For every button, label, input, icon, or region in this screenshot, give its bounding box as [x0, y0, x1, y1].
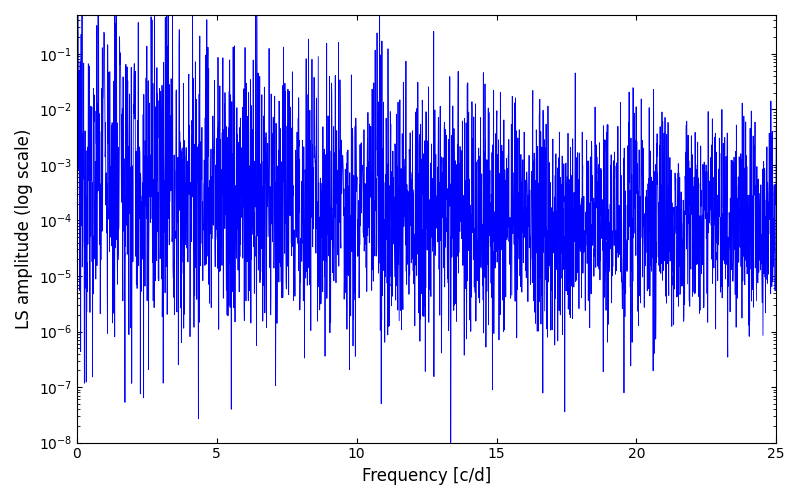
X-axis label: Frequency [c/d]: Frequency [c/d] — [362, 467, 491, 485]
Y-axis label: LS amplitude (log scale): LS amplitude (log scale) — [15, 128, 33, 329]
